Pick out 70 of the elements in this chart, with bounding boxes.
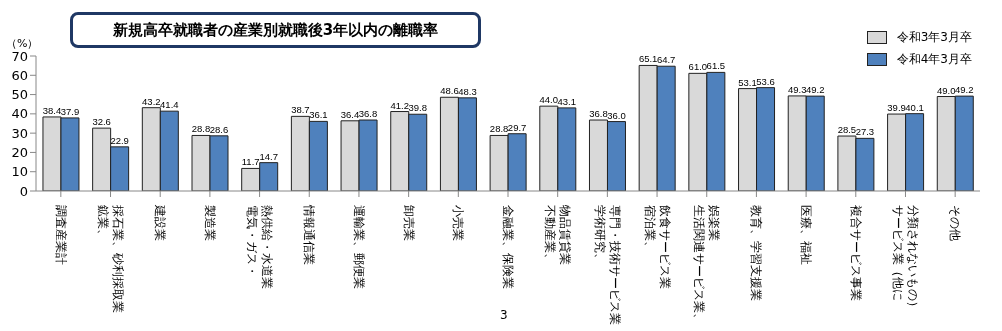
data-label: 49.2 — [805, 84, 825, 96]
data-label: 41.4 — [160, 99, 179, 111]
data-label: 49.2 — [955, 84, 974, 96]
x-tick-label: 金融業、保険業 — [501, 205, 515, 289]
x-tick-label: サービス業（他に分類されないもの） — [890, 205, 920, 313]
legend-label: 令和3年3月卒 — [896, 29, 972, 46]
x-tick-label: 医療、福祉 — [799, 205, 814, 265]
x-tick-label: 複合サービス事業 — [848, 205, 863, 301]
data-label: 22.9 — [110, 134, 129, 146]
data-label: 36.4 — [340, 108, 360, 120]
data-label: 53.6 — [756, 75, 775, 87]
data-label: 36.8 — [358, 108, 378, 120]
data-label: 61.0 — [688, 61, 708, 73]
data-label: 28.8 — [489, 123, 509, 135]
data-label: 28.5 — [837, 124, 857, 136]
data-label: 49.0 — [937, 84, 956, 96]
data-label: 43.2 — [142, 95, 161, 107]
x-tick-label: 建設業 — [153, 204, 168, 241]
data-label: 44.0 — [539, 94, 559, 106]
data-label: 41.2 — [390, 99, 409, 111]
x-tick-label: 運輸業、郵便業 — [351, 205, 366, 289]
legend-label: 令和4年3月卒 — [896, 51, 972, 68]
x-tick-label: 学術研究、専門・技術サービス業 — [592, 205, 622, 325]
x-tick-label: 教育、学習支援業 — [749, 205, 764, 301]
x-tick-label: その他 — [948, 205, 963, 241]
data-label: 37.9 — [60, 105, 80, 117]
data-label: 64.7 — [656, 54, 676, 66]
y-tick-label: 10 — [11, 164, 28, 180]
x-tick-label: 不動産業、物品賃貸業 — [543, 205, 573, 265]
data-label: 38.7 — [291, 104, 310, 116]
x-tick-label: 調査産業計 — [53, 205, 68, 265]
data-label: 38.4 — [42, 104, 62, 116]
x-tick-label: 宿泊業、飲食サービス業 — [642, 205, 672, 289]
y-tick-label: 0 — [19, 183, 28, 199]
data-label: 28.8 — [191, 123, 211, 135]
y-tick-label: 20 — [11, 145, 28, 161]
x-tick-label: 製造業 — [202, 205, 217, 241]
data-label: 14.7 — [259, 150, 278, 162]
data-label: 43.1 — [557, 95, 577, 107]
data-label: 48.3 — [458, 85, 477, 97]
x-tick-label: 生活関連サービス業、娯楽業 — [692, 205, 722, 325]
data-label: 53.1 — [738, 76, 757, 88]
y-axis-title: （%） — [6, 36, 39, 51]
text: 3 — [500, 308, 508, 322]
data-label: 65.1 — [638, 53, 658, 65]
data-label: 36.0 — [607, 109, 626, 121]
data-label: 36.8 — [589, 108, 608, 120]
y-tick-label: 60 — [11, 67, 28, 83]
y-tick-label: 70 — [11, 48, 28, 64]
data-label: 29.7 — [507, 121, 527, 133]
y-tick-label: 50 — [11, 87, 28, 103]
y-tick-label: 30 — [11, 125, 28, 141]
data-label: 49.3 — [787, 83, 807, 95]
data-label: 40.1 — [905, 101, 924, 113]
data-label: 36.1 — [309, 109, 328, 121]
x-tick-label: 鉱業、採石業、砂利採取業 — [96, 205, 126, 313]
data-label: 39.8 — [408, 102, 427, 114]
data-label: 27.3 — [855, 126, 875, 138]
data-label: 48.6 — [440, 85, 459, 97]
x-tick-label: 卸売業 — [401, 205, 416, 241]
data-label: 39.9 — [887, 102, 906, 114]
chart-title: 新規高卒就職者の産業別就職後3年以内の離職率 — [70, 12, 481, 48]
x-tick-label: 電気・ガス・熱供給・水道業 — [245, 205, 275, 289]
data-label: 61.5 — [706, 60, 726, 72]
data-label: 11.7 — [241, 156, 260, 168]
x-tick-label: 小売業 — [451, 205, 466, 241]
data-label: 32.6 — [92, 116, 111, 128]
x-tick-label: 情報通信業 — [302, 204, 317, 265]
data-label: 28.6 — [209, 123, 229, 135]
y-tick-label: 40 — [11, 106, 28, 122]
